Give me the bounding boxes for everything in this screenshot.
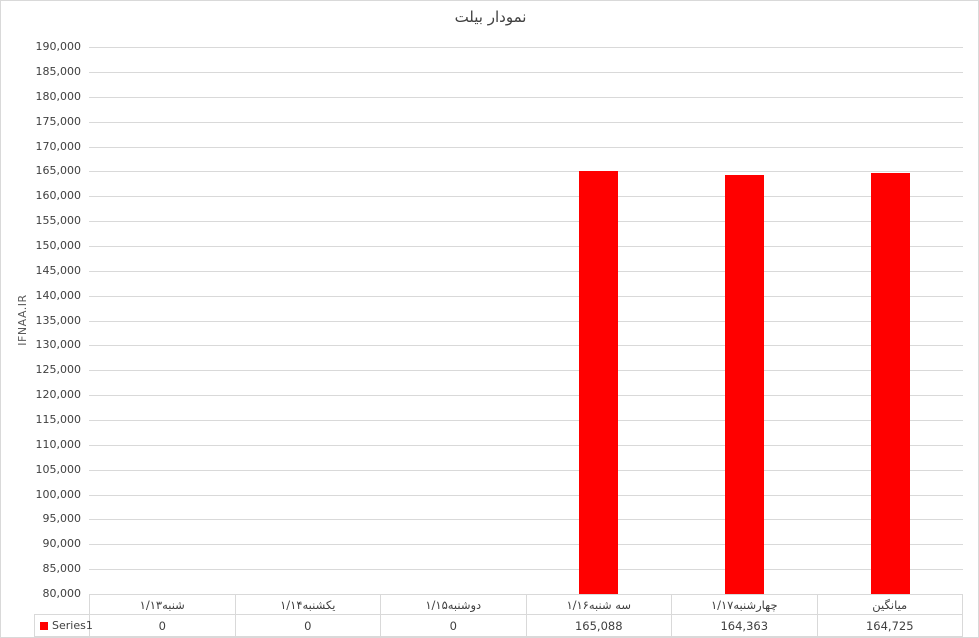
y-tick-label: 105,000 [35,462,82,476]
y-tick-label: 110,000 [35,437,82,451]
y-tick-label: 135,000 [35,313,82,327]
table-value-cell: 164,725 [816,615,963,636]
table-header-cell: سه شنبه۱/۱۶ [525,595,672,614]
y-gridline [89,519,963,521]
table-value-cell: 165,088 [525,615,672,636]
y-gridline [89,420,963,421]
chart-title: نمودار بیلت [454,8,527,26]
y-gridline [89,395,963,397]
legend-color-swatch [40,621,48,630]
y-tick-label: 130,000 [35,338,82,352]
y-gridline [89,444,963,446]
y-gridline [89,47,963,48]
y-tick-label: 115,000 [35,413,82,426]
y-tick-label: 190,000 [35,40,82,53]
table-value-cell: 0 [158,618,166,633]
y-tick-label: 145,000 [35,263,82,277]
y-gridline [89,295,963,297]
table-header-cell: میانگین [816,595,963,614]
y-tick-label: 160,000 [35,189,82,203]
y-tick-label: 90,000 [42,537,82,551]
y-gridline [89,245,963,247]
table-header-cell: چهارشنبه۱/۱۷ [671,595,817,614]
y-gridline [89,221,963,222]
table-header-cell: شنبه۱/۱۳ [139,597,185,612]
table-value-cell: 0 [234,615,381,636]
y-tick-label: 140,000 [35,288,82,302]
table-header-row: شنبه۱/۱۳ یکشنبه۱/۱۴ دوشنبه۱/۱۵ سه شنبه۱/۱۶ چ… [89,594,963,615]
y-tick-label: 95,000 [42,512,82,526]
y-gridline [89,370,963,372]
legend-key-cell: Series1 [34,614,93,637]
y-tick-label: 125,000 [35,363,82,377]
y-gridline [89,544,963,546]
table-value-cell: 164,363 [671,615,817,636]
y-gridline [89,270,963,272]
y-tick-label: 85,000 [42,562,82,576]
y-gridline [89,320,963,322]
y-tick-label: 165,000 [35,164,82,178]
legend-label: Series1 [52,619,93,632]
y-tick-label: 155,000 [35,214,82,227]
y-gridline [89,469,963,471]
y-gridline [89,96,963,98]
table-header-cell: یکشنبه۱/۱۴ [234,595,381,614]
series1-bar [870,172,910,594]
y-gridline [89,494,963,496]
series1-bar [725,174,764,594]
table-header-cell: دوشنبه۱/۱۵ [380,595,526,614]
y-gridline [89,71,963,73]
y-tick-label: 175,000 [35,114,82,128]
y-gridline [89,121,963,123]
y-gridline [89,345,963,347]
y-tick-label: 170,000 [35,139,82,153]
y-gridline [89,171,963,173]
series1-bar [579,170,619,594]
y-gridline [89,146,963,148]
table-value-row: 0 0 0 165,088 164,363 164,725 [89,614,963,637]
y-tick-label: 150,000 [35,238,82,252]
y-gridline [89,569,963,571]
y-tick-label: 80,000 [42,587,82,600]
table-value-cell: 0 [380,615,526,636]
y-tick-label: 180,000 [35,89,82,103]
y-tick-label: 100,000 [35,487,82,501]
y-tick-label: 120,000 [35,388,82,402]
y-tick-label: 185,000 [35,64,82,78]
y-gridline [89,196,963,198]
